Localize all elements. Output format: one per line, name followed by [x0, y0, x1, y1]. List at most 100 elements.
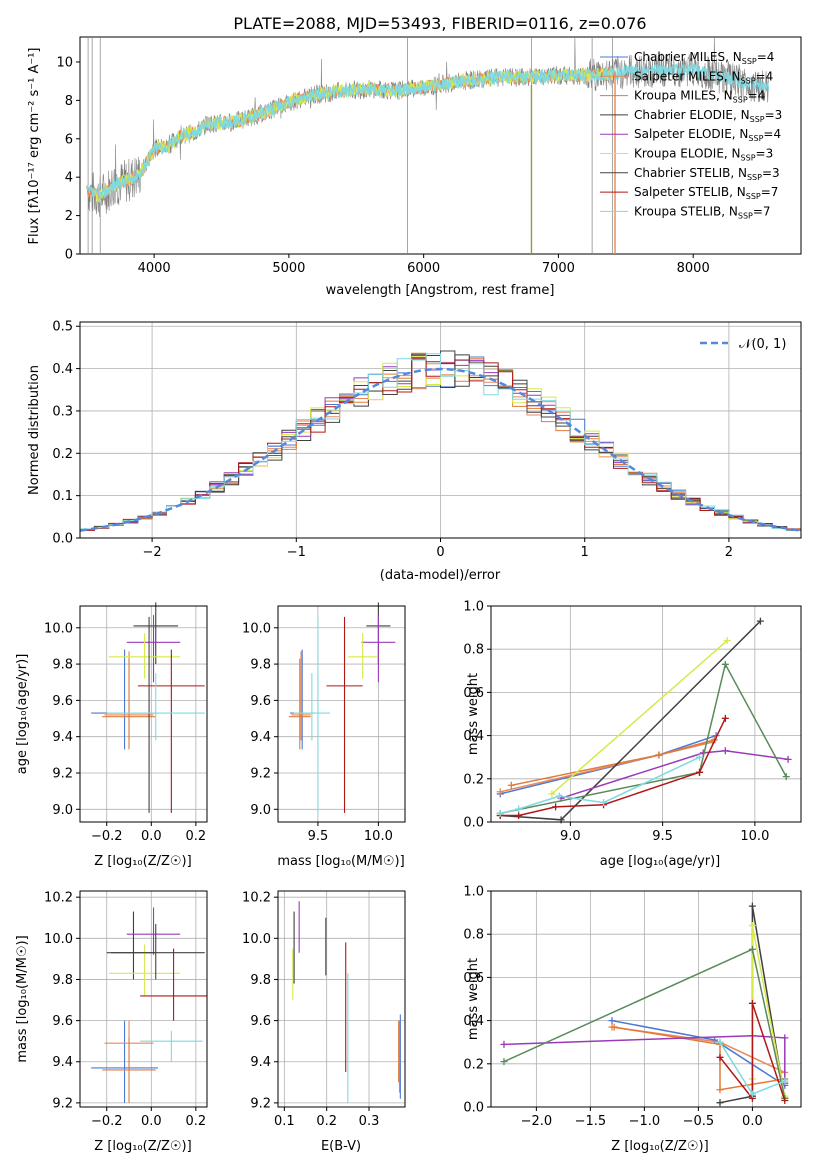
z-age-xlabel: Z [log₁₀(Z/Z☉)] — [94, 854, 191, 869]
x-tick-label: 2 — [725, 545, 733, 560]
residual-ylabel: Normed distribution — [27, 365, 42, 495]
y-tick-label: 9.4 — [52, 1055, 73, 1070]
figure-title: PLATE=2088, MJD=53493, FIBERID=0116, z=0… — [233, 14, 646, 33]
y-tick-label: 0.6 — [463, 971, 484, 986]
y-tick-label: 9.8 — [52, 658, 73, 673]
spectrum-ylabel: Flux [fλ10⁻¹⁷ erg cm⁻² s⁻¹ A⁻¹] — [27, 48, 42, 245]
weight-line — [500, 662, 787, 815]
x-tick-label: 9.5 — [308, 829, 329, 844]
y-tick-label: 0.2 — [463, 1057, 484, 1072]
spectrum-legend: Chabrier MILES, NSSP=4 Salpeter MILES, NS… — [600, 50, 782, 220]
z-age-panel: −0.2 0.0 0.2 9.0 9.2 9.4 9.6 9.8 10.0 Z [log₁₀(Z… — [15, 602, 208, 869]
weight-point — [496, 809, 504, 817]
weight-point — [716, 1038, 724, 1046]
ebv-mass-panel: 0.1 0.2 0.3 9.2 9.4 9.6 9.8 10.0 10.2 E(B-V) — [242, 890, 406, 1154]
x-tick-label: 0.1 — [274, 1114, 295, 1129]
spectrum-xlabel: wavelength [Angstrom, rest frame] — [326, 283, 555, 298]
y-tick-label: 4 — [65, 171, 73, 186]
z-weight-xlabel: Z [log₁₀(Z/Z☉)] — [611, 1139, 708, 1154]
residual-panel: −2 −1 0 1 2 0.0 0.1 0.2 0.3 0.4 0.5 (data-model)/e… — [27, 320, 802, 583]
z-mass-ylabel: mass [log₁₀(M/M☉)] — [15, 935, 30, 1062]
age-weight-xlabel: age [log₁₀(age/yr)] — [600, 854, 721, 869]
weight-point — [610, 1023, 618, 1031]
age-weight-panel: 9.0 9.5 10.0 0.0 0.2 0.4 0.6 0.8 1.0 age [log₁₀(… — [463, 600, 802, 869]
y-tick-label: 0.3 — [52, 404, 73, 419]
weight-point — [716, 1086, 724, 1094]
x-tick-label: 1 — [581, 545, 589, 560]
weight-line — [560, 749, 789, 799]
y-tick-label: 0.5 — [52, 320, 73, 335]
model-spectrum — [92, 67, 613, 203]
y-tick-label: 9.4 — [250, 1055, 271, 1070]
gaussian-curve — [79, 367, 802, 532]
y-tick-label: 0.4 — [463, 1014, 484, 1029]
weight-point — [600, 799, 608, 807]
weight-point — [721, 660, 729, 668]
mass-age-panel: 9.5 10.0 9.0 9.2 9.4 9.6 9.8 10.0 mass [log₁₀(M… — [242, 602, 406, 869]
weight-line — [503, 1034, 786, 1084]
weight-point — [655, 751, 663, 759]
x-tick-label: 6000 — [407, 261, 440, 276]
x-tick-label: −1.5 — [575, 1114, 607, 1129]
legend-label: Kroupa ELODIE, NSSP=3 — [634, 147, 773, 163]
weight-point — [781, 1097, 789, 1105]
y-tick-label: 9.8 — [250, 973, 271, 988]
z-weight-ylabel: mass weight — [466, 958, 481, 1040]
y-tick-label: 0.4 — [52, 362, 73, 377]
y-tick-label: 10 — [56, 55, 73, 70]
weight-point — [781, 1034, 789, 1042]
x-tick-label: −0.2 — [91, 829, 123, 844]
x-tick-label: 8000 — [677, 261, 710, 276]
weight-point — [555, 792, 563, 800]
y-tick-label: 9.0 — [52, 803, 73, 818]
y-tick-label: 0.0 — [463, 1101, 484, 1116]
y-tick-label: 9.4 — [250, 730, 271, 745]
residual-xlabel: (data-model)/error — [380, 568, 501, 583]
spectrum-plot — [86, 36, 770, 254]
histogram — [80, 353, 801, 531]
x-tick-label: −2 — [143, 545, 162, 560]
legend-label: Kroupa MILES, NSSP=4 — [634, 89, 765, 105]
y-tick-label: 0.8 — [463, 928, 484, 943]
x-tick-label: 9.5 — [652, 829, 673, 844]
x-tick-label: 0.2 — [316, 1114, 337, 1129]
y-tick-label: 9.2 — [52, 1096, 73, 1111]
x-tick-label: −2.0 — [521, 1114, 553, 1129]
y-tick-label: 0.8 — [463, 643, 484, 658]
legend-label: Salpeter ELODIE, NSSP=4 — [634, 127, 781, 143]
x-tick-label: 10.0 — [364, 829, 393, 844]
x-tick-label: −0.2 — [91, 1114, 123, 1129]
weight-point — [781, 1077, 789, 1085]
weight-point — [515, 812, 523, 820]
y-tick-label: 0.0 — [463, 816, 484, 831]
y-tick-label: 0.6 — [463, 686, 484, 701]
y-tick-label: 0.2 — [52, 447, 73, 462]
weight-line — [719, 1003, 786, 1101]
x-tick-label: 0 — [436, 545, 444, 560]
z-mass-xlabel: Z [log₁₀(Z/Z☉)] — [94, 1139, 191, 1154]
x-tick-label: 10.0 — [740, 829, 769, 844]
x-tick-label: 5000 — [272, 261, 305, 276]
y-tick-label: 10.2 — [242, 891, 271, 906]
ebv-mass-xlabel: E(B-V) — [321, 1139, 361, 1154]
x-tick-label: 0.3 — [359, 1114, 380, 1129]
x-tick-label: −0.5 — [683, 1114, 715, 1129]
weight-point — [500, 1040, 508, 1048]
spectrum-panel: 4000 5000 6000 7000 8000 0 2 4 6 8 10 wavelength [… — [27, 36, 802, 298]
weight-line — [551, 640, 728, 795]
weight-point — [608, 1017, 616, 1025]
y-tick-label: 9.6 — [250, 694, 271, 709]
legend-label: Chabrier MILES, NSSP=4 — [634, 50, 774, 66]
y-tick-label: 0 — [65, 248, 73, 263]
y-tick-label: 10.0 — [44, 621, 73, 636]
y-tick-label: 9.0 — [250, 803, 271, 818]
legend-label: Chabrier STELIB, NSSP=3 — [634, 166, 780, 182]
weight-point — [696, 753, 704, 761]
x-tick-label: 9.0 — [560, 829, 581, 844]
x-tick-label: 0.2 — [186, 1114, 207, 1129]
weight-point — [782, 773, 790, 781]
weight-point — [721, 747, 729, 755]
x-tick-label: −1.0 — [629, 1114, 661, 1129]
y-tick-label: 9.4 — [52, 730, 73, 745]
y-tick-label: 0.4 — [463, 729, 484, 744]
